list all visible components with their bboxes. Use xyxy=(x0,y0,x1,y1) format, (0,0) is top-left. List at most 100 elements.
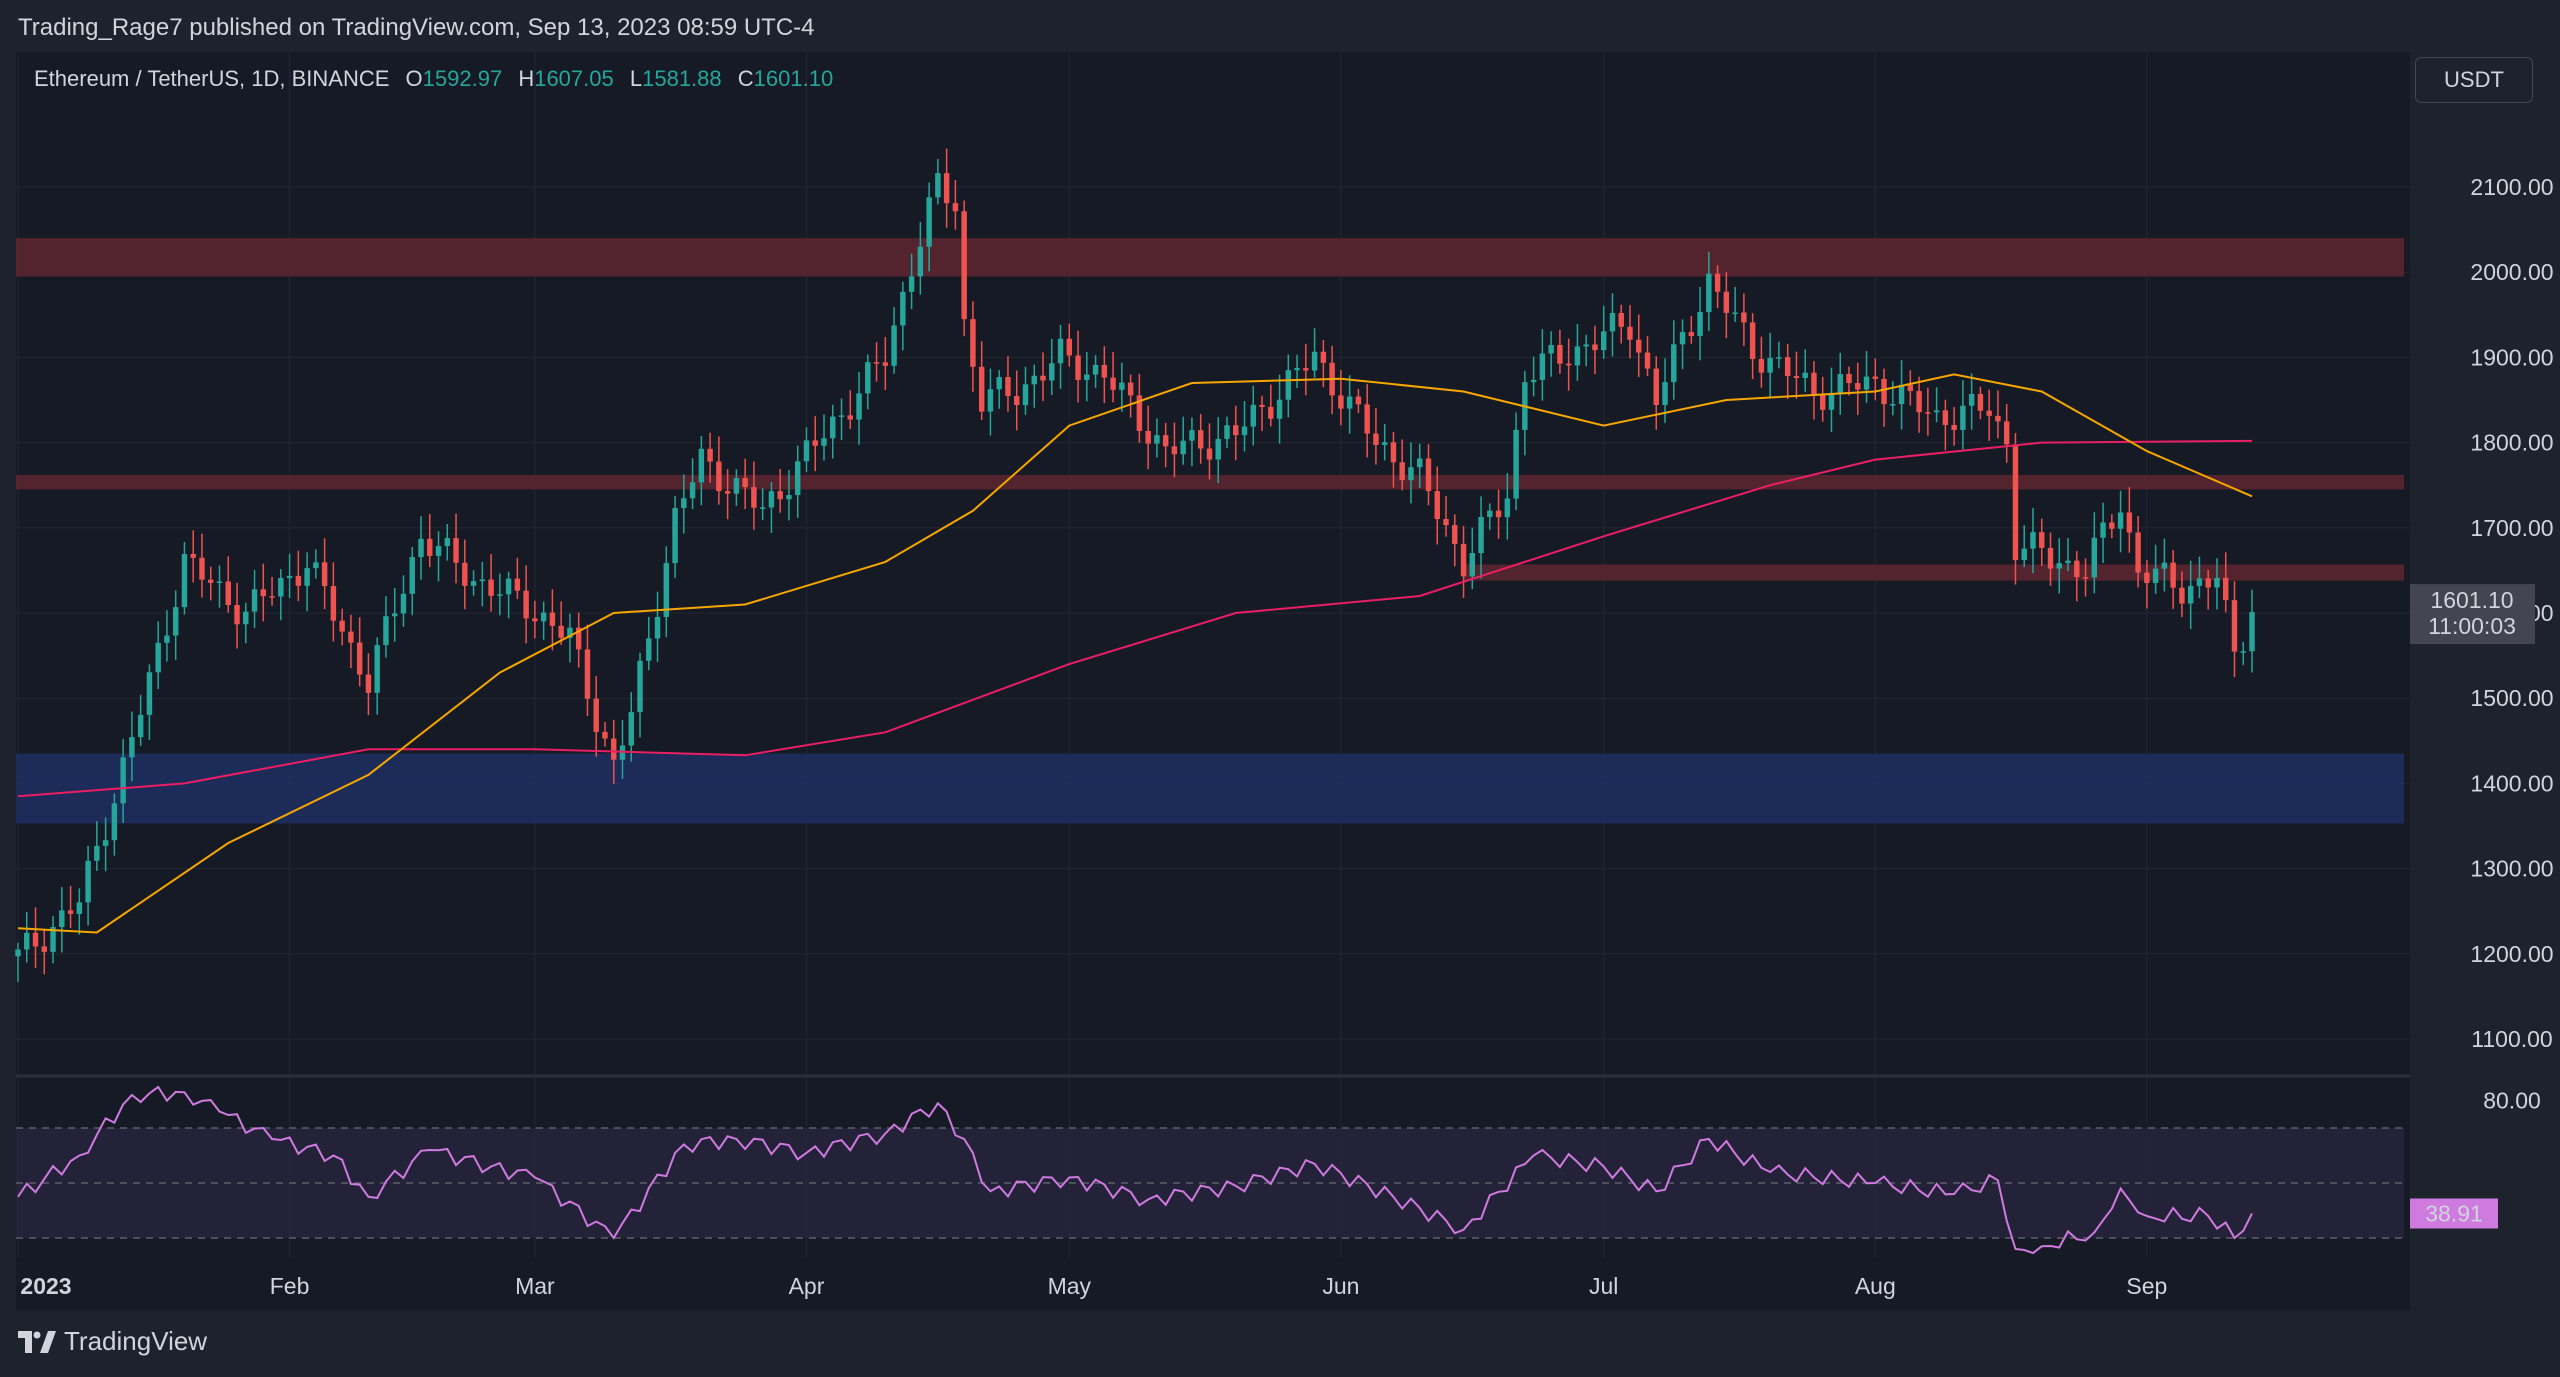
candle xyxy=(1820,376,1826,422)
candle xyxy=(1233,405,1239,461)
candle xyxy=(1189,417,1195,467)
candle xyxy=(1005,356,1011,412)
candle xyxy=(216,565,223,608)
candle-body xyxy=(1250,404,1256,427)
candle-body xyxy=(365,674,372,693)
candle-body xyxy=(225,581,231,605)
time-axis-label: Mar xyxy=(515,1273,555,1299)
brand-name: TradingView xyxy=(64,1326,208,1356)
candle-body xyxy=(2012,444,2019,561)
high-value: 1607.05 xyxy=(534,66,614,91)
candle xyxy=(1294,354,1300,389)
candle-body xyxy=(24,932,30,950)
candle-body xyxy=(356,642,363,675)
candle-body xyxy=(838,415,845,417)
candle xyxy=(821,414,827,461)
candle-body xyxy=(567,627,573,638)
candle xyxy=(759,488,766,520)
candle xyxy=(1688,315,1695,344)
candle xyxy=(15,942,21,982)
candle xyxy=(208,566,214,601)
candle xyxy=(1460,526,1467,598)
candle-body xyxy=(2091,537,2098,578)
candle-body xyxy=(1364,404,1370,434)
candle-body xyxy=(1127,382,1134,396)
candle-body xyxy=(1233,425,1239,436)
candle xyxy=(996,370,1002,409)
candle xyxy=(558,601,564,645)
candle xyxy=(1092,355,1099,388)
candle-body xyxy=(698,448,705,483)
candle xyxy=(1749,313,1756,379)
candle-body xyxy=(1837,373,1843,394)
candle-body xyxy=(50,927,56,952)
candle-body xyxy=(768,491,775,508)
candle xyxy=(803,427,810,473)
candle-body xyxy=(1995,415,2001,422)
candle-body xyxy=(1101,364,1108,378)
candle xyxy=(1241,400,1248,452)
candle xyxy=(689,458,696,510)
candle-body xyxy=(786,495,792,500)
candle-body xyxy=(1136,395,1143,431)
rsi-axis-label: 80.00 xyxy=(2483,1088,2541,1114)
candle xyxy=(1977,386,1984,420)
rsi-value-tag-bg xyxy=(2410,1198,2498,1229)
candle-body xyxy=(733,478,740,494)
candle-body xyxy=(707,448,713,462)
candle xyxy=(987,368,994,436)
candle-body xyxy=(348,631,354,643)
candle-body xyxy=(2003,421,2010,445)
candle-body xyxy=(1618,312,1624,327)
candle xyxy=(1951,407,1957,446)
tradingview-brand[interactable]: TradingView xyxy=(18,1326,207,1357)
candle-body xyxy=(1881,378,1887,405)
candle-body xyxy=(1443,519,1449,526)
candle xyxy=(304,552,310,612)
candle-body xyxy=(497,594,503,596)
candle-body xyxy=(67,910,74,914)
candle xyxy=(1101,346,1108,404)
candle xyxy=(926,182,932,272)
candle-body xyxy=(1373,433,1379,445)
candle xyxy=(2196,556,2203,599)
candle xyxy=(970,301,976,392)
candle xyxy=(882,336,889,390)
candle xyxy=(602,722,608,747)
candle-body xyxy=(1504,498,1511,518)
candle xyxy=(1942,399,1949,451)
ma50-line xyxy=(17,373,2253,934)
candle xyxy=(1303,343,1309,396)
candle-body xyxy=(234,604,240,625)
candle-body xyxy=(137,714,144,738)
candle xyxy=(1084,351,1090,402)
candle xyxy=(1565,338,1572,391)
candle-body xyxy=(1049,363,1055,381)
candle-body xyxy=(1224,425,1230,439)
candle xyxy=(1644,336,1651,376)
candle xyxy=(2126,487,2133,553)
candle xyxy=(681,474,687,534)
candle xyxy=(59,887,65,953)
candle-body xyxy=(1346,396,1353,409)
currency-button[interactable]: USDT xyxy=(2415,57,2533,103)
candle-body xyxy=(479,579,486,582)
close-value: 1601.10 xyxy=(753,66,834,91)
candle-body xyxy=(1005,377,1011,396)
candle xyxy=(654,591,661,662)
candle xyxy=(777,468,783,513)
candle-body xyxy=(1031,375,1037,385)
candle-body xyxy=(1872,376,1879,379)
candle xyxy=(1040,352,1046,401)
candle-body xyxy=(15,949,21,957)
candle xyxy=(2065,538,2071,572)
price-axis-label: 1800.00 xyxy=(2470,430,2553,456)
candle-body xyxy=(777,491,783,500)
candle xyxy=(2091,512,2098,594)
candle xyxy=(733,469,740,506)
time-axis-label: May xyxy=(1048,1273,1092,1299)
candle xyxy=(181,541,188,615)
